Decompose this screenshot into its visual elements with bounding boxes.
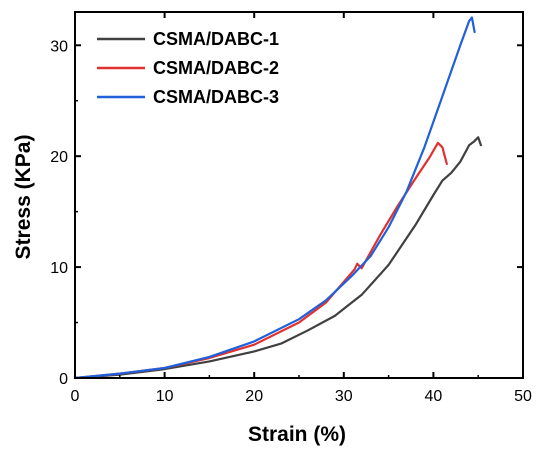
axes-layer: 0 10 20 30 40 50 0 10 20 30 <box>50 11 532 405</box>
x-axis-title: Strain (%) <box>248 423 346 446</box>
x-tick-label: 20 <box>245 388 263 405</box>
y-tick-label: 20 <box>50 149 68 166</box>
series-layer <box>73 16 482 380</box>
legend-label-1: CSMA/DABC-1 <box>153 29 279 49</box>
y-tick-label: 30 <box>50 38 68 55</box>
legend-label-3: CSMA/DABC-3 <box>153 87 279 107</box>
y-axis-title: Stress (KPa) <box>12 135 35 260</box>
x-tick-label: 30 <box>335 388 353 405</box>
x-tick-label: 40 <box>425 388 443 405</box>
series-line-1 <box>73 136 482 380</box>
legend: CSMA/DABC-1 CSMA/DABC-2 CSMA/DABC-3 <box>97 29 279 107</box>
legend-label-2: CSMA/DABC-2 <box>153 58 279 78</box>
x-tick-label: 50 <box>514 388 532 405</box>
y-tick-label: 10 <box>50 260 68 277</box>
x-tick-label: 0 <box>71 388 80 405</box>
series-line-3 <box>73 16 476 380</box>
x-tick-label: 10 <box>156 388 174 405</box>
y-tick-label: 0 <box>59 371 68 388</box>
